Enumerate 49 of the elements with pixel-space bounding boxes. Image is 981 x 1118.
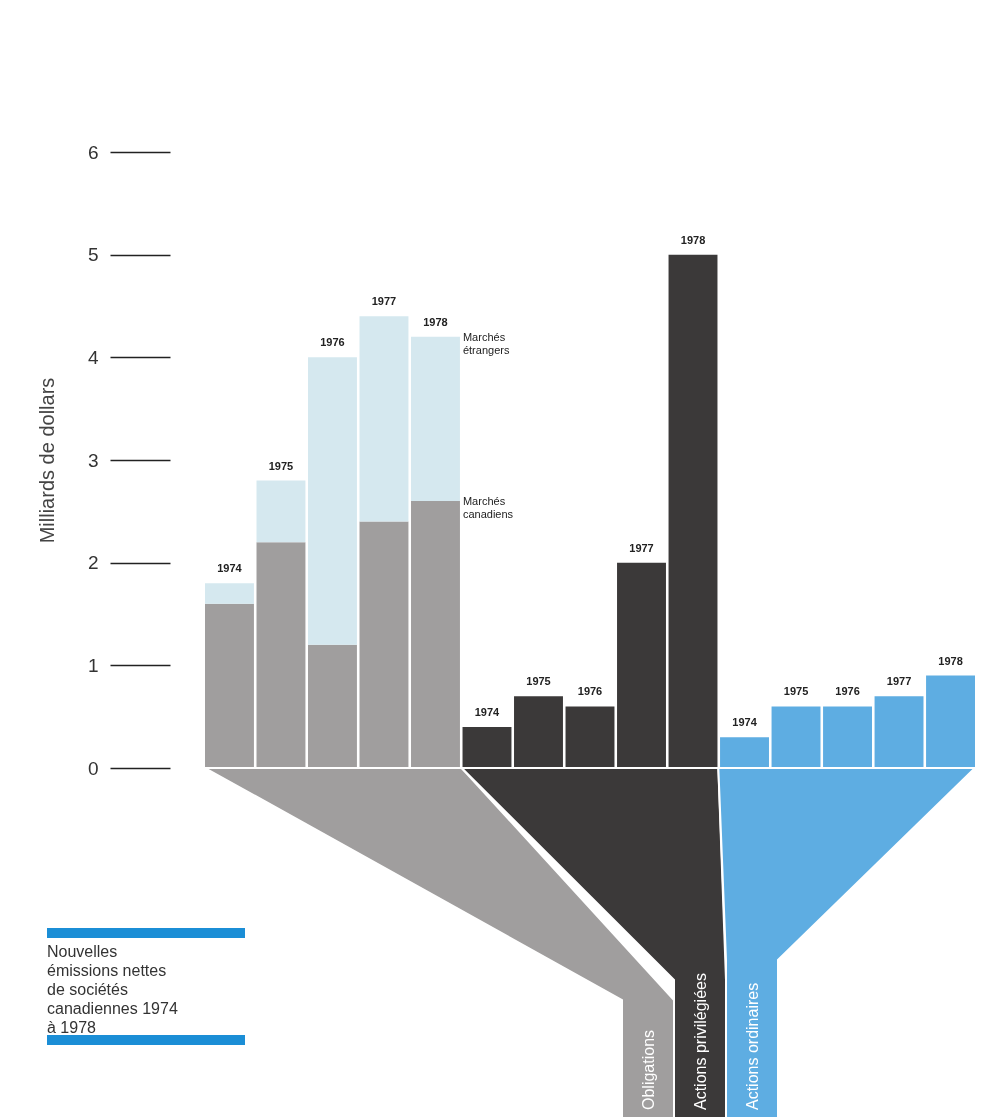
bar [565, 706, 615, 768]
bar [359, 521, 409, 768]
annotation: 1974 [217, 562, 243, 575]
annotation: Marchés canadiens [462, 495, 514, 521]
bar [256, 480, 306, 543]
y-tick-label: 1 [87, 654, 99, 676]
text: Actions ordinaires [744, 982, 761, 1110]
bar [823, 706, 872, 768]
annotation: 1976 [577, 685, 603, 698]
text: Obligations [640, 1029, 657, 1110]
bar [462, 726, 512, 768]
y-tick-label: 3 [87, 449, 99, 471]
bar [514, 696, 563, 768]
y-tick-label: 2 [87, 552, 99, 574]
annotation: 1977 [629, 541, 654, 554]
bar [205, 583, 254, 604]
annotation: 1975 [783, 685, 809, 698]
annotation: 1975 [268, 459, 294, 472]
annotation: 1978 [938, 654, 963, 667]
bar [617, 562, 666, 768]
bar [874, 696, 924, 768]
text: Nouvelles émissions nettes de sociétés canadiennes 1974 à 1978 [47, 942, 179, 1037]
bar [771, 706, 821, 768]
bar [256, 542, 306, 768]
bar [720, 737, 769, 768]
bar [359, 316, 409, 522]
bar [308, 644, 357, 768]
y-axis-title: Milliards de dollars [35, 377, 58, 544]
bar [668, 254, 718, 768]
annotation: 1974 [474, 705, 501, 718]
annotation: 1977 [371, 295, 397, 308]
annotation: Marchés étrangers [462, 330, 510, 356]
annotation: 1977 [886, 675, 912, 688]
bar [308, 357, 357, 645]
y-tick-label: 4 [87, 346, 99, 368]
bar [411, 501, 460, 768]
annotation: 1978 [680, 233, 706, 246]
bar [411, 336, 460, 502]
bar [205, 603, 254, 768]
annotation: 1974 [732, 716, 758, 729]
y-tick-label: 0 [87, 757, 99, 779]
annotation: 1975 [526, 675, 551, 688]
annotation: 1976 [835, 685, 860, 698]
annotation: 1978 [423, 315, 448, 328]
annotation: 1976 [320, 336, 345, 349]
text: Actions privilégiées [692, 973, 709, 1110]
y-tick-label: 6 [87, 141, 99, 163]
y-tick-label: 5 [87, 244, 99, 266]
bar [926, 675, 975, 768]
